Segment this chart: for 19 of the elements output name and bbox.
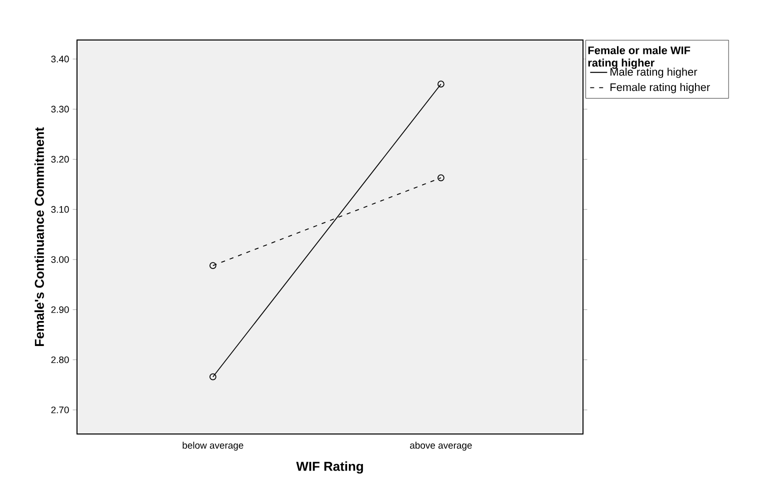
x-tick-label: below average [182, 442, 244, 451]
legend-title: Female or male WIF rating higher [588, 46, 690, 69]
y-tick-label: 3.20 [51, 156, 69, 163]
point [209, 373, 216, 380]
y-tick-label: 2.90 [51, 306, 69, 314]
y-tick-label: 3.00 [51, 256, 69, 263]
y-tick-label: 3.30 [51, 106, 69, 113]
y-tick-label: 3.40 [51, 56, 69, 62]
point [438, 174, 444, 182]
point [438, 80, 444, 88]
x-axis-title: WIF Rating [296, 461, 363, 474]
y-tick-label: 2.80 [51, 356, 69, 364]
legend-label: Male rating higher [610, 68, 698, 78]
point [209, 262, 216, 269]
y-axis-title: Female's Continuance Commitment [34, 127, 44, 346]
x-tick-label: above average [410, 442, 472, 451]
legend-label: Female rating higher [610, 83, 710, 94]
y-tick-label: 2.70 [51, 406, 69, 414]
y-tick-label: 3.10 [51, 206, 69, 213]
